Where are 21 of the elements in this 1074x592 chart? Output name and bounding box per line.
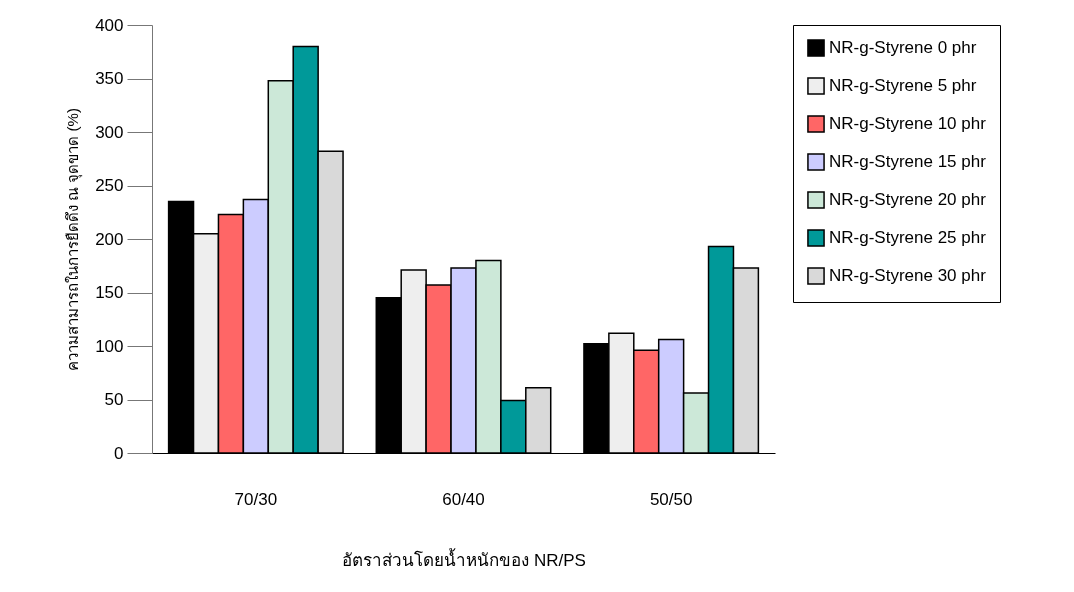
y-tick-label: 0 [114, 443, 124, 463]
y-tick-label: 50 [104, 390, 124, 409]
legend-label: NR-g-Styrene 5 phr [829, 76, 977, 95]
y-tick-label: 250 [95, 176, 124, 195]
x-axis-title: อัตราส่วนโดยน้ำหนักของ NR/PS [342, 547, 586, 570]
legend-label: NR-g-Styrene 15 phr [829, 152, 987, 171]
y-tick-label: 200 [95, 229, 124, 249]
legend-label: NR-g-Styrene 30 phr [829, 266, 987, 285]
x-tick-label: 50/50 [649, 489, 693, 509]
x-tick-label: 60/40 [442, 489, 485, 509]
y-tick-label: 300 [95, 122, 124, 142]
y-tick-label: 400 [95, 15, 124, 35]
y-tick-label: 350 [95, 69, 124, 88]
legend-label: NR-g-Styrene 20 phr [829, 190, 987, 209]
y-axis-title: ความสามารถในการยืดดึง ณ จุดขาด (%) [64, 108, 84, 371]
x-tick-label: 70/30 [234, 489, 278, 509]
y-tick-label: 100 [95, 336, 124, 356]
legend-label: NR-g-Styrene 10 phr [829, 114, 987, 133]
legend-label: NR-g-Styrene 25 phr [829, 228, 987, 247]
legend-label: NR-g-Styrene 0 phr [829, 38, 977, 57]
y-tick-label: 150 [95, 283, 124, 302]
